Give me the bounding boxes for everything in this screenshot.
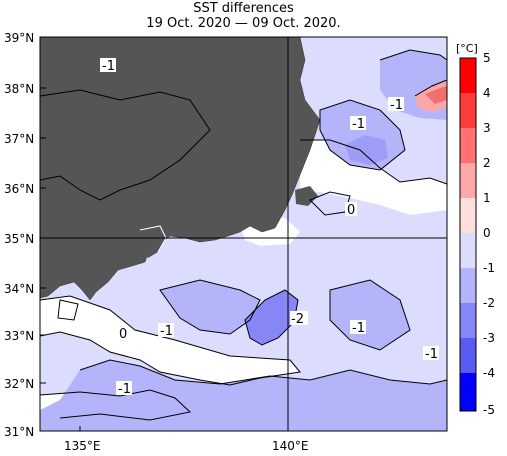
- date-range-subtitle: 19 Oct. 2020 — 09 Oct. 2020.: [146, 16, 341, 31]
- colorbar-unit: [°C]: [456, 42, 478, 55]
- map-frame: [39, 36, 448, 432]
- contour-label: 0: [347, 203, 355, 218]
- lat-tick-label: 31°N: [4, 425, 35, 439]
- contour-label: -1: [118, 382, 131, 397]
- colorbar-label: 0: [483, 226, 491, 240]
- lat-tick-label: 32°N: [4, 377, 35, 391]
- colorbar-label: 4: [483, 86, 491, 100]
- land-shikoku: [40, 238, 120, 276]
- lon-tick-label: 140°E: [272, 439, 309, 453]
- axis-ticks: [40, 36, 289, 432]
- lat-tick-label: 33°N: [4, 329, 35, 343]
- colorbar-label: -1: [483, 261, 495, 275]
- contour-label: -2: [291, 312, 304, 327]
- lat-tick-label: 38°N: [4, 82, 35, 96]
- colorbar-label: -2: [483, 296, 495, 310]
- lon-tick-label: 135°E: [64, 439, 101, 453]
- lat-tick-label: 37°N: [4, 132, 35, 146]
- coast-highlight: [139, 225, 167, 253]
- colorbar-label: -5: [483, 403, 495, 417]
- colorbar: [459, 57, 477, 412]
- lat-tick-label: 36°N: [4, 182, 35, 196]
- lat-tick-label: 39°N: [4, 31, 35, 45]
- lat-tick-label: 35°N: [4, 232, 35, 246]
- contour-label-group: -1 -1 -1 0 0 -1 -2 -1 -1 -1: [100, 58, 439, 397]
- colorbar-label: 1: [483, 191, 491, 205]
- colorbar-label: 2: [483, 156, 491, 170]
- map-title: SST differences: [193, 1, 294, 16]
- colorbar-label: 3: [483, 121, 491, 135]
- land-boso-edge: [295, 186, 318, 206]
- contour-label: -1: [352, 117, 365, 132]
- contour-label: -1: [102, 59, 115, 74]
- land-honshu: [40, 37, 321, 301]
- contour-label: -1: [160, 324, 173, 339]
- contour-label: -1: [425, 347, 438, 362]
- land-awaji-peninsula: [140, 226, 166, 258]
- colorbar-label: -4: [483, 366, 495, 380]
- deep-anomaly-patch: [345, 135, 388, 165]
- lat-tick-label: 34°N: [4, 282, 35, 296]
- colorbar-label: -3: [483, 331, 495, 345]
- contour-label: 0: [119, 327, 127, 342]
- colorbar-label: 5: [483, 51, 491, 65]
- contour-label: -1: [390, 98, 403, 113]
- contour-label: -1: [352, 321, 365, 336]
- warm-anomaly-core: [425, 86, 447, 104]
